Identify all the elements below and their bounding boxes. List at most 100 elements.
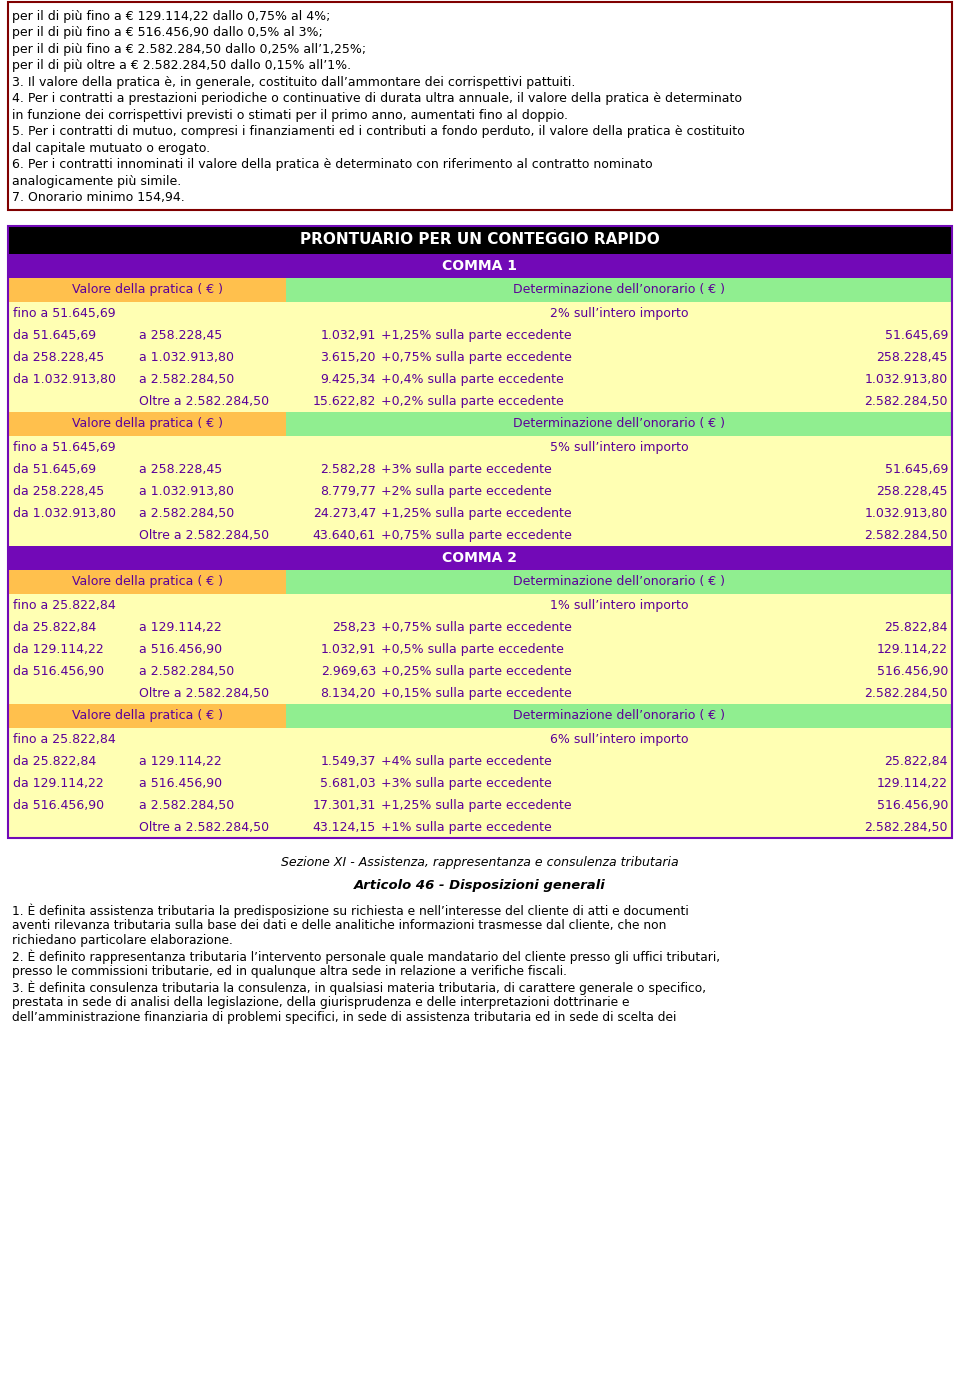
Text: fino a 51.645,69: fino a 51.645,69: [13, 306, 115, 320]
Text: da 1.032.913,80: da 1.032.913,80: [13, 373, 116, 386]
Text: 25.822,84: 25.822,84: [884, 754, 948, 767]
Text: COMMA 2: COMMA 2: [443, 550, 517, 564]
Text: da 258.228,45: da 258.228,45: [13, 485, 105, 497]
Text: a 258.228,45: a 258.228,45: [138, 462, 222, 475]
Bar: [8, 324, 952, 346]
Text: da 1.032.913,80: da 1.032.913,80: [13, 507, 116, 520]
Text: 15.622,82: 15.622,82: [313, 394, 376, 408]
Text: fino a 25.822,84: fino a 25.822,84: [13, 598, 116, 612]
Bar: [8, 638, 952, 659]
Text: +0,75% sulla parte eccedente: +0,75% sulla parte eccedente: [381, 351, 572, 363]
Text: Determinazione dell’onorario ( € ): Determinazione dell’onorario ( € ): [513, 284, 725, 296]
Bar: [8, 1, 952, 210]
Bar: [8, 412, 286, 436]
Bar: [8, 367, 952, 390]
Bar: [8, 659, 952, 682]
Text: fino a 51.645,69: fino a 51.645,69: [13, 440, 115, 454]
Bar: [286, 412, 952, 436]
Text: a 2.582.284,50: a 2.582.284,50: [138, 665, 234, 678]
Text: da 25.822,84: da 25.822,84: [13, 620, 96, 633]
Text: +3% sulla parte eccedente: +3% sulla parte eccedente: [381, 462, 552, 475]
Text: 24.273,47: 24.273,47: [313, 507, 376, 520]
Text: +0,2% sulla parte eccedente: +0,2% sulla parte eccedente: [381, 394, 564, 408]
Text: 2% sull’intero importo: 2% sull’intero importo: [550, 306, 688, 320]
Text: 2.582.284,50: 2.582.284,50: [865, 394, 948, 408]
Text: per il di più fino a € 129.114,22 dallo 0,75% al 4%;: per il di più fino a € 129.114,22 dallo …: [12, 10, 330, 22]
Text: Oltre a 2.582.284,50: Oltre a 2.582.284,50: [138, 528, 269, 542]
Text: 25.822,84: 25.822,84: [884, 620, 948, 633]
Text: a 516.456,90: a 516.456,90: [138, 643, 222, 655]
Bar: [286, 704, 952, 728]
Text: COMMA 1: COMMA 1: [443, 258, 517, 272]
Text: 17.301,31: 17.301,31: [313, 799, 376, 812]
Text: da 516.456,90: da 516.456,90: [13, 799, 104, 812]
Text: 43.124,15: 43.124,15: [313, 820, 376, 834]
Bar: [8, 502, 952, 524]
Text: a 258.228,45: a 258.228,45: [138, 328, 222, 341]
Text: da 258.228,45: da 258.228,45: [13, 351, 105, 363]
Bar: [8, 436, 952, 458]
Text: 258.228,45: 258.228,45: [876, 351, 948, 363]
Text: da 516.456,90: da 516.456,90: [13, 665, 104, 678]
Text: 258.228,45: 258.228,45: [876, 485, 948, 497]
Text: a 2.582.284,50: a 2.582.284,50: [138, 799, 234, 812]
Text: +2% sulla parte eccedente: +2% sulla parte eccedente: [381, 485, 552, 497]
Text: a 2.582.284,50: a 2.582.284,50: [138, 373, 234, 386]
Bar: [8, 226, 952, 254]
Text: a 129.114,22: a 129.114,22: [138, 754, 222, 767]
Text: 8.134,20: 8.134,20: [321, 686, 376, 700]
Text: 51.645,69: 51.645,69: [884, 462, 948, 475]
Bar: [8, 682, 952, 704]
Text: 516.456,90: 516.456,90: [876, 665, 948, 678]
Text: dal capitale mutuato o erogato.: dal capitale mutuato o erogato.: [12, 141, 210, 155]
Text: da 129.114,22: da 129.114,22: [13, 777, 104, 789]
Text: 3.615,20: 3.615,20: [321, 351, 376, 363]
Text: 1.549,37: 1.549,37: [321, 754, 376, 767]
Bar: [286, 570, 952, 594]
Bar: [8, 254, 952, 278]
Text: 5.681,03: 5.681,03: [321, 777, 376, 789]
Text: a 129.114,22: a 129.114,22: [138, 620, 222, 633]
Text: Determinazione dell’onorario ( € ): Determinazione dell’onorario ( € ): [513, 418, 725, 430]
Bar: [8, 481, 952, 502]
Text: 9.425,34: 9.425,34: [321, 373, 376, 386]
Text: +1,25% sulla parte eccedente: +1,25% sulla parte eccedente: [381, 507, 571, 520]
Text: 1.032.913,80: 1.032.913,80: [865, 507, 948, 520]
Text: 1.032,91: 1.032,91: [321, 328, 376, 341]
Text: a 516.456,90: a 516.456,90: [138, 777, 222, 789]
Text: da 25.822,84: da 25.822,84: [13, 754, 96, 767]
Text: 516.456,90: 516.456,90: [876, 799, 948, 812]
Text: 2.582,28: 2.582,28: [321, 462, 376, 475]
Text: fino a 25.822,84: fino a 25.822,84: [13, 732, 116, 746]
Bar: [8, 704, 286, 728]
Text: PRONTUARIO PER UN CONTEGGIO RAPIDO: PRONTUARIO PER UN CONTEGGIO RAPIDO: [300, 232, 660, 247]
Text: 51.645,69: 51.645,69: [884, 328, 948, 341]
Text: per il di più oltre a € 2.582.284,50 dallo 0,15% all’1%.: per il di più oltre a € 2.582.284,50 dal…: [12, 59, 351, 73]
Text: Valore della pratica ( € ): Valore della pratica ( € ): [71, 284, 223, 296]
Text: da 51.645,69: da 51.645,69: [13, 328, 96, 341]
Text: Oltre a 2.582.284,50: Oltre a 2.582.284,50: [138, 394, 269, 408]
Text: per il di più fino a € 2.582.284,50 dallo 0,25% all’1,25%;: per il di più fino a € 2.582.284,50 dall…: [12, 42, 366, 56]
Bar: [8, 226, 952, 838]
Text: 2.969,63: 2.969,63: [321, 665, 376, 678]
Text: 2.582.284,50: 2.582.284,50: [865, 820, 948, 834]
Text: 2. È definito rappresentanza tributaria l’intervento personale quale mandatario : 2. È definito rappresentanza tributaria …: [12, 950, 720, 964]
Text: +0,25% sulla parte eccedente: +0,25% sulla parte eccedente: [381, 665, 572, 678]
Text: da 129.114,22: da 129.114,22: [13, 643, 104, 655]
Text: Oltre a 2.582.284,50: Oltre a 2.582.284,50: [138, 820, 269, 834]
Text: Sezione XI - Assistenza, rappresentanza e consulenza tributaria: Sezione XI - Assistenza, rappresentanza …: [281, 856, 679, 869]
Text: 1.032.913,80: 1.032.913,80: [865, 373, 948, 386]
Bar: [8, 570, 286, 594]
Text: +0,15% sulla parte eccedente: +0,15% sulla parte eccedente: [381, 686, 572, 700]
Text: +1,25% sulla parte eccedente: +1,25% sulla parte eccedente: [381, 328, 571, 341]
Bar: [8, 390, 952, 412]
Text: dell’amministrazione finanziaria di problemi specifici, in sede di assistenza tr: dell’amministrazione finanziaria di prob…: [12, 1011, 677, 1024]
Text: Valore della pratica ( € ): Valore della pratica ( € ): [71, 710, 223, 722]
Text: 6. Per i contratti innominati il valore della pratica è determinato con riferime: 6. Per i contratti innominati il valore …: [12, 158, 653, 170]
Text: richiedano particolare elaborazione.: richiedano particolare elaborazione.: [12, 935, 233, 947]
Bar: [8, 546, 952, 570]
Text: a 1.032.913,80: a 1.032.913,80: [138, 485, 233, 497]
Bar: [8, 346, 952, 367]
Bar: [8, 278, 286, 302]
Text: 2.582.284,50: 2.582.284,50: [865, 528, 948, 542]
